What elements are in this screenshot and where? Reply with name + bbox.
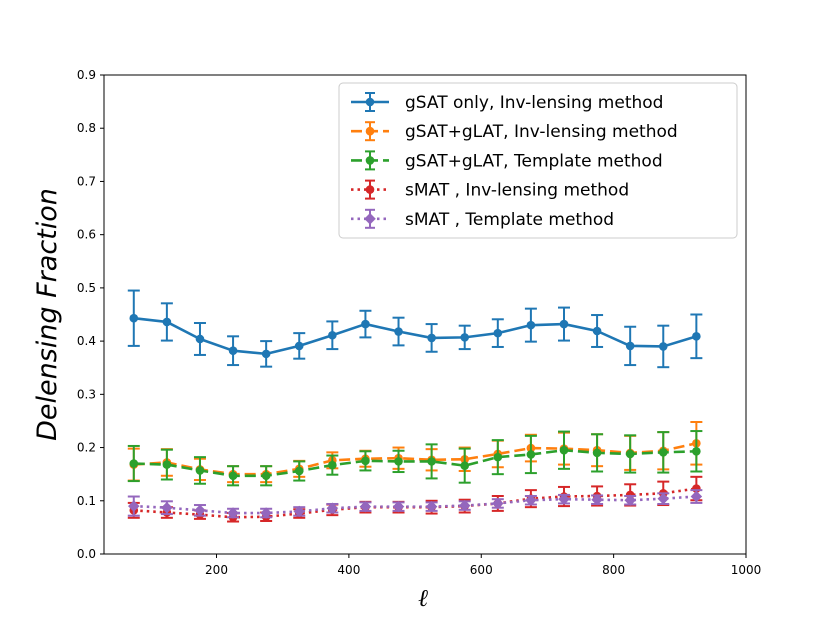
data-point xyxy=(491,497,504,510)
data-point xyxy=(624,494,637,507)
x-tick-label: 400 xyxy=(337,563,360,577)
data-point xyxy=(228,346,238,355)
data-point xyxy=(559,445,569,455)
data-point xyxy=(657,492,670,505)
data-point xyxy=(427,333,436,343)
data-point xyxy=(690,490,703,503)
series-2 xyxy=(127,430,703,487)
legend-entry-3: sMAT , Inv-lensing method xyxy=(351,179,629,201)
data-point xyxy=(692,446,701,456)
data-point xyxy=(293,505,306,518)
x-tick-label: 1000 xyxy=(731,563,762,577)
data-point xyxy=(228,471,238,481)
series-line xyxy=(133,495,697,515)
x-tick-label: 800 xyxy=(602,563,625,577)
legend-marker xyxy=(365,156,375,165)
y-tick-label: 0.3 xyxy=(77,387,96,401)
data-point xyxy=(526,320,536,330)
data-point xyxy=(525,494,537,507)
data-point xyxy=(328,460,337,470)
legend-marker xyxy=(365,126,375,136)
data-point xyxy=(392,500,405,513)
y-tick-label: 0.6 xyxy=(77,228,96,242)
legend-label: sMAT , Inv-lensing method xyxy=(405,181,629,201)
legend-entry-4: sMAT , Template method xyxy=(351,208,614,230)
plot-area xyxy=(127,289,703,523)
data-point xyxy=(227,507,239,519)
series-0 xyxy=(127,289,703,369)
data-point xyxy=(294,341,304,351)
data-point xyxy=(460,333,470,342)
data-point xyxy=(194,504,206,517)
data-point xyxy=(458,499,471,512)
y-tick-label: 0.5 xyxy=(77,281,96,295)
legend-label: gSAT+gLAT, Inv-lensing method xyxy=(405,122,678,142)
legend-entry-2: gSAT+gLAT, Template method xyxy=(351,150,663,171)
axes: 200 400 600 800 1000 0.0 0.1 0.2 0.3 0.4 0.5 0.6 0.7… xyxy=(32,68,761,612)
legend: gSAT only, Inv-lensing method gSAT+gLAT, … xyxy=(338,82,738,239)
data-point xyxy=(127,500,140,512)
data-point xyxy=(261,349,271,359)
data-point xyxy=(394,457,403,466)
series-line xyxy=(133,316,697,356)
legend-label: sMAT , Template method xyxy=(405,210,614,230)
legend-entry-0: gSAT only, Inv-lensing method xyxy=(351,92,663,113)
legend-label: gSAT+gLAT, Template method xyxy=(405,151,663,171)
data-point xyxy=(425,500,438,513)
series-line xyxy=(133,448,697,478)
data-point xyxy=(260,507,273,519)
y-tick-label: 0.8 xyxy=(77,121,96,135)
x-tick-label: 600 xyxy=(470,563,493,577)
y-tick-label: 0.1 xyxy=(77,494,96,508)
data-point xyxy=(493,452,503,462)
data-point xyxy=(129,313,139,323)
data-point xyxy=(361,319,370,329)
data-point xyxy=(195,334,205,344)
legend-label: gSAT only, Inv-lensing method xyxy=(405,93,663,113)
series-line xyxy=(133,442,697,476)
y-tick-label: 0.9 xyxy=(77,68,96,82)
y-tick-label: 0.2 xyxy=(77,441,96,455)
data-point xyxy=(625,341,635,351)
data-point xyxy=(592,448,602,458)
legend-marker xyxy=(365,185,375,194)
data-point xyxy=(658,448,668,457)
data-point xyxy=(658,342,668,351)
data-point xyxy=(592,326,602,336)
data-point xyxy=(591,493,603,506)
data-point xyxy=(162,460,172,469)
y-tick-label: 0.7 xyxy=(77,174,96,188)
data-point xyxy=(394,327,403,336)
legend-box xyxy=(338,82,738,239)
data-point xyxy=(328,330,337,340)
data-point xyxy=(294,466,304,476)
legend-marker xyxy=(365,97,375,107)
data-point xyxy=(526,450,536,459)
data-point xyxy=(361,456,370,466)
data-point xyxy=(427,457,436,466)
data-point xyxy=(326,502,339,515)
legend-marker xyxy=(364,212,376,225)
y-tick-label: 0.4 xyxy=(77,334,96,348)
data-point xyxy=(359,500,372,513)
data-point xyxy=(558,493,570,506)
data-point xyxy=(625,449,635,459)
data-point xyxy=(493,328,503,338)
data-point xyxy=(261,471,271,481)
axes-frame xyxy=(103,74,747,555)
x-axis-title: ℓ xyxy=(418,584,428,612)
series-4 xyxy=(127,489,703,519)
y-axis-title: Delensing Fraction xyxy=(32,188,63,441)
data-point xyxy=(692,332,701,341)
data-point xyxy=(161,501,173,514)
data-point xyxy=(559,319,569,329)
x-tick-label: 200 xyxy=(205,563,228,577)
data-point xyxy=(129,459,139,468)
legend-entry-1: gSAT+gLAT, Inv-lensing method xyxy=(351,121,678,142)
data-point xyxy=(162,317,172,327)
data-point xyxy=(460,461,470,470)
y-tick-label: 0.0 xyxy=(77,547,96,561)
data-point xyxy=(195,466,205,475)
